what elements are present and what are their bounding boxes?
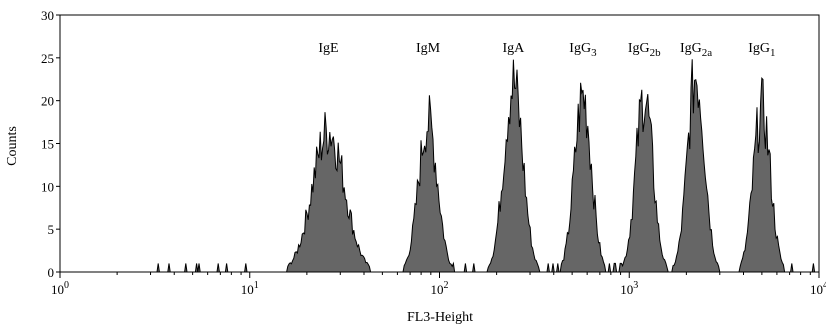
- y-tick-label: 20: [41, 94, 54, 109]
- y-tick-label: 15: [41, 137, 54, 152]
- y-axis: 0 5 10 15 20 25 30: [41, 8, 60, 280]
- y-tick-label: 10: [41, 179, 54, 194]
- x-tick-label: 102: [431, 280, 449, 297]
- x-axis-label: FL3-Height: [407, 310, 473, 325]
- histogram-area: [61, 59, 818, 273]
- y-tick-label: 5: [48, 222, 55, 237]
- x-tick-label: 103: [620, 280, 638, 297]
- peak-label: IgG2a: [680, 41, 712, 59]
- y-tick-label: 25: [41, 51, 54, 66]
- peak-label: IgE: [318, 41, 338, 56]
- x-tick-label: 104: [810, 280, 826, 297]
- peak-label: IgA: [502, 41, 525, 56]
- y-tick-label: 0: [48, 265, 55, 280]
- x-axis: 100 101 102 103 104: [51, 272, 826, 297]
- y-tick-label: 30: [41, 8, 54, 23]
- peak-label: IgM: [416, 41, 441, 56]
- peak-labels: IgE IgM IgA IgG3 IgG2b IgG2a IgG1: [318, 41, 775, 59]
- peak-label: IgG1: [748, 41, 775, 59]
- x-tick-label: 101: [241, 280, 259, 297]
- y-axis-label: Counts: [5, 126, 20, 166]
- peak-label: IgG3: [569, 41, 597, 59]
- x-tick-label: 100: [51, 280, 69, 297]
- peak-label: IgG2b: [628, 41, 661, 59]
